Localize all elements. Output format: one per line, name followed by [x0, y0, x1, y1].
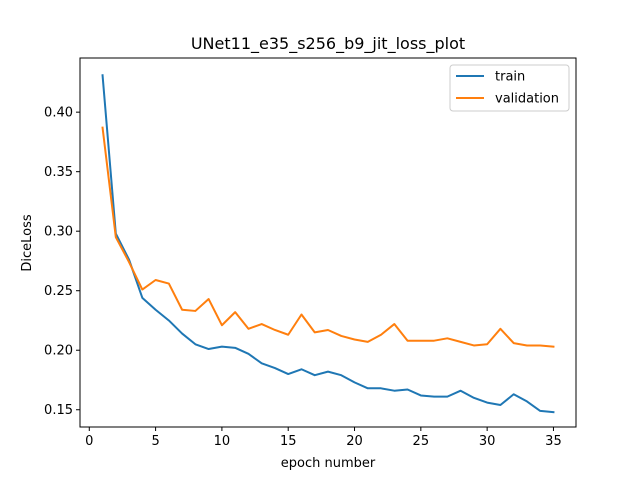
series-line-validation [101, 126, 555, 348]
x-axis-label: epoch number [281, 456, 376, 471]
x-tick-label: 25 [413, 434, 430, 449]
y-tick-label: 0.25 [44, 284, 73, 299]
legend-label-train: train [495, 70, 525, 85]
y-tick-label: 0.35 [44, 165, 73, 180]
chart-title: UNet11_e35_s256_b9_jit_loss_plot [191, 34, 465, 54]
plot-frame [79, 57, 577, 428]
y-tick-label: 0.20 [44, 344, 73, 359]
y-axis-label: DiceLoss [20, 214, 35, 272]
y-tick-label: 0.15 [44, 403, 73, 418]
y-tick-label: 0.30 [44, 225, 73, 240]
x-tick-label: 15 [280, 434, 297, 449]
y-tick-label: 0.40 [44, 106, 73, 121]
x-tick-label: 5 [151, 434, 159, 449]
x-tick-label: 20 [346, 434, 363, 449]
y-axis: 0.15 0.20 0.25 0.30 0.35 0.40 [44, 106, 80, 418]
legend: train validation [449, 64, 570, 112]
plot-lines [101, 74, 555, 414]
x-tick-label: 30 [479, 434, 496, 449]
x-tick-label: 0 [85, 434, 93, 449]
x-axis: 0 5 10 15 20 25 30 35 [85, 427, 562, 449]
series-line-train [101, 74, 555, 414]
legend-label-validation: validation [495, 92, 559, 107]
x-tick-label: 35 [545, 434, 562, 449]
x-tick-label: 10 [214, 434, 231, 449]
